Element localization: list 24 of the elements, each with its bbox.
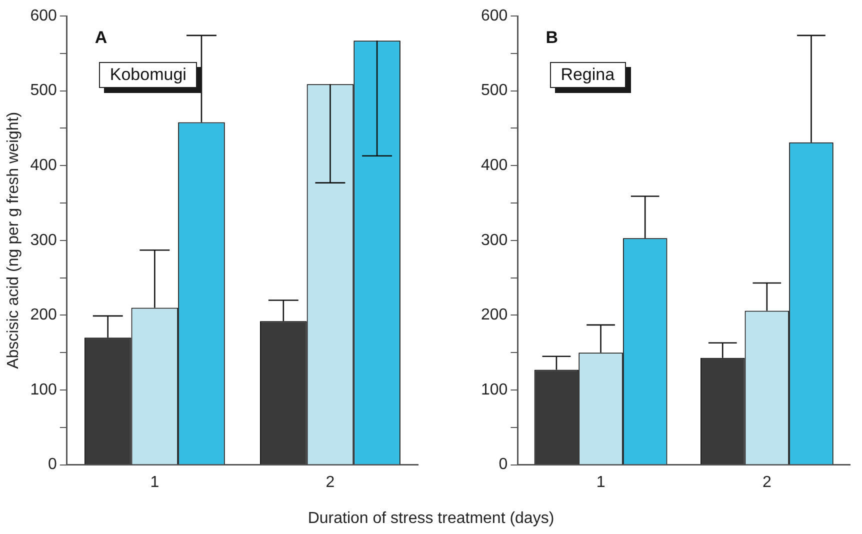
y-tick-label: 100 xyxy=(30,381,57,398)
x-axis-title: Duration of stress treatment (days) xyxy=(306,510,556,528)
y-tick-label: 300 xyxy=(480,232,508,249)
y-tick-label: 500 xyxy=(30,82,57,100)
y-tick-label: 400 xyxy=(480,157,508,174)
y-tick-label: 400 xyxy=(30,157,57,174)
x-tick-label: 1 xyxy=(596,474,606,491)
y-tick-label: 200 xyxy=(30,306,57,324)
y-tick-label: 100 xyxy=(480,381,508,398)
annotation: B xyxy=(546,28,558,48)
y-axis-title: Abscisic acid (ng per g fresh weight) xyxy=(5,112,22,369)
y-tick-label: 0 xyxy=(498,456,508,474)
y-tick-label: 300 xyxy=(30,232,57,249)
x-tick-label: 1 xyxy=(150,474,160,491)
y-tick-label: 200 xyxy=(480,306,508,324)
y-tick-label: 600 xyxy=(30,7,57,24)
annotation: Kobomugi xyxy=(98,62,198,88)
y-tick-label: 600 xyxy=(480,7,508,24)
x-tick-label: 2 xyxy=(326,474,335,491)
annotation: A xyxy=(94,28,108,48)
y-tick-label: 500 xyxy=(480,82,508,100)
annotation: Regina xyxy=(550,62,626,88)
x-tick-label: 2 xyxy=(762,474,772,491)
y-tick-label: 0 xyxy=(48,456,57,474)
